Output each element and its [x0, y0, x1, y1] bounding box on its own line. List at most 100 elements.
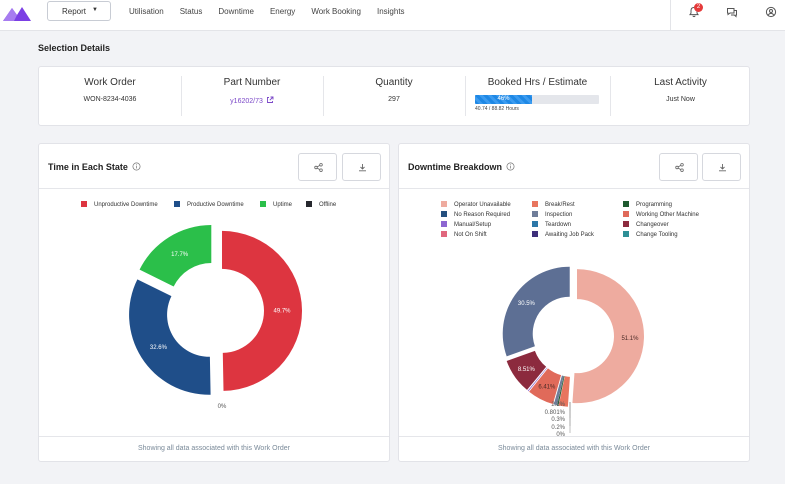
- slice-unlabelled[interactable]: [502, 266, 570, 357]
- nav-utilisation[interactable]: Utilisation: [129, 7, 164, 16]
- part-number-link[interactable]: y16202/73: [181, 96, 323, 105]
- last-activity-label: Last Activity: [654, 77, 707, 88]
- slice-productive-downtime[interactable]: [129, 279, 211, 395]
- legend-item-inspection[interactable]: Inspection: [532, 211, 572, 218]
- report-dropdown-label: Report: [62, 6, 87, 16]
- section-title: Selection Details: [38, 43, 111, 53]
- legend-label: Awaiting Job Pack: [545, 232, 594, 238]
- quantity-label: Quantity: [375, 77, 413, 88]
- legend-item-productive-downtime[interactable]: Productive Downtime: [174, 201, 244, 208]
- slice-programming[interactable]: [557, 375, 565, 406]
- legend-swatch: [441, 231, 447, 237]
- main-nav: Utilisation Status Downtime Energy Work …: [129, 7, 421, 16]
- data-label-break-rest: 2.2%: [551, 402, 565, 408]
- legend-item-manual-setup[interactable]: Manual/Setup: [441, 221, 491, 228]
- user-icon[interactable]: [765, 6, 777, 18]
- notification-badge: 2: [694, 3, 703, 12]
- nav-energy[interactable]: Energy: [269, 7, 296, 16]
- legend-label: Productive Downtime: [187, 202, 244, 208]
- data-label-working-other-machine: 6.41%: [538, 385, 556, 391]
- legend-item-unproductive-downtime[interactable]: Unproductive Downtime: [81, 201, 158, 208]
- booked-hours-progress-fill: 46%: [475, 95, 533, 104]
- legend-label: Break/Rest: [545, 202, 575, 208]
- data-label-manual-setup: 0.2%: [551, 425, 565, 431]
- info-icon[interactable]: [506, 162, 515, 171]
- legend-item-offline[interactable]: Offline: [306, 201, 336, 208]
- legend-item-teardown[interactable]: Teardown: [532, 221, 571, 228]
- legend-item-working-other-machine[interactable]: Working Other Machine: [623, 211, 699, 218]
- legend-label: Unproductive Downtime: [94, 202, 158, 208]
- legend-swatch: [441, 221, 447, 227]
- work-order-value: WON-8234-4036: [83, 96, 137, 103]
- legend-label: Not On Shift: [454, 232, 487, 238]
- app-logo[interactable]: [3, 4, 31, 22]
- card-header-divider: [399, 188, 749, 189]
- slice-inspection[interactable]: [553, 375, 564, 406]
- legend-item-uptime[interactable]: Uptime: [260, 201, 292, 208]
- selection-summary: Work Order WON-8234-4036 Part Number y16…: [38, 66, 750, 126]
- data-label-uptime: 17.7%: [171, 252, 189, 258]
- data-label-operator-unavailable: 51.1%: [621, 336, 639, 342]
- column-divider: [181, 76, 182, 116]
- data-label-teardown: 0%: [556, 432, 565, 436]
- column-divider: [465, 76, 466, 116]
- legend-item-awaiting-job-pack[interactable]: Awaiting Job Pack: [532, 231, 594, 238]
- part-number-column: Part Number y16202/73: [181, 67, 323, 127]
- legend-item-changeover[interactable]: Changeover: [623, 221, 669, 228]
- legend-swatch: [174, 201, 180, 207]
- legend-swatch: [623, 231, 629, 237]
- data-label-inspection: 0.801%: [545, 410, 566, 416]
- nav-insights[interactable]: Insights: [376, 7, 405, 16]
- booked-hours-label: Booked Hrs / Estimate: [487, 77, 588, 88]
- legend-label: Teardown: [545, 222, 572, 228]
- legend-label: Changeover: [636, 222, 669, 228]
- legend-label: Uptime: [273, 202, 293, 208]
- slice-manual-setup[interactable]: [527, 367, 548, 392]
- slice-uptime[interactable]: [139, 225, 212, 287]
- download-button[interactable]: [702, 153, 741, 181]
- nav-work-booking[interactable]: Work Booking: [311, 7, 361, 16]
- column-divider: [323, 76, 324, 116]
- slice-break-rest[interactable]: [558, 376, 570, 407]
- chat-icon[interactable]: [726, 6, 738, 18]
- report-dropdown[interactable]: Report ▼: [47, 1, 111, 21]
- share-button[interactable]: [298, 153, 337, 181]
- legend-swatch: [441, 211, 447, 217]
- legend-item-programming[interactable]: Programming: [623, 201, 672, 208]
- nav-status[interactable]: Status: [179, 7, 203, 16]
- data-label-changeover: 8.51%: [518, 367, 536, 373]
- info-icon[interactable]: [132, 162, 141, 171]
- legend-item-break-rest[interactable]: Break/Rest: [532, 201, 575, 208]
- legend-swatch: [532, 231, 538, 237]
- data-label-unlabelled: 30.5%: [518, 301, 536, 307]
- work-order-column: Work Order WON-8234-4036: [39, 67, 181, 127]
- legend-label: Operator Unavailable: [454, 202, 511, 208]
- legend-label: Inspection: [545, 212, 573, 218]
- legend-item-operator-unavailable[interactable]: Operator Unavailable: [441, 201, 511, 208]
- legend-item-no-reason-required[interactable]: No Reason Required: [441, 211, 510, 218]
- download-button[interactable]: [342, 153, 381, 181]
- booked-hours-column: Booked Hrs / Estimate: [465, 67, 610, 127]
- legend-label: Working Other Machine: [636, 212, 699, 218]
- time-in-state-card: 49.7% 32.6% 17.7% 0% Time in Each State Unp…: [38, 143, 390, 462]
- legend-label: Offline: [319, 202, 337, 208]
- part-number-value: y16202/73: [230, 98, 263, 105]
- legend-swatch: [306, 201, 312, 207]
- time-in-state-chart: 49.7% 32.6% 17.7% 0%: [129, 225, 302, 410]
- legend-label: Change Tooling: [636, 232, 678, 238]
- slice-operator-unavailable[interactable]: [572, 269, 644, 404]
- quantity-value: 297: [388, 96, 400, 103]
- legend-item-not-on-shift[interactable]: Not On Shift: [441, 231, 487, 238]
- share-button[interactable]: [659, 153, 698, 181]
- card-footer-text: Showing all data associated with this Wo…: [138, 445, 290, 452]
- data-label-productive-downtime: 32.6%: [150, 345, 168, 351]
- slice-changeover[interactable]: [506, 350, 547, 390]
- booked-hours-detail: 40.74 / 88.82 Hours: [475, 106, 519, 112]
- column-divider: [610, 76, 611, 116]
- legend-item-change-tooling[interactable]: Change Tooling: [623, 231, 678, 238]
- legend-swatch: [623, 201, 629, 207]
- slice-working-other-machine[interactable]: [529, 368, 562, 405]
- slice-unproductive-downtime[interactable]: [221, 230, 302, 391]
- last-activity-value: Just Now: [666, 96, 695, 103]
- nav-downtime[interactable]: Downtime: [218, 7, 254, 16]
